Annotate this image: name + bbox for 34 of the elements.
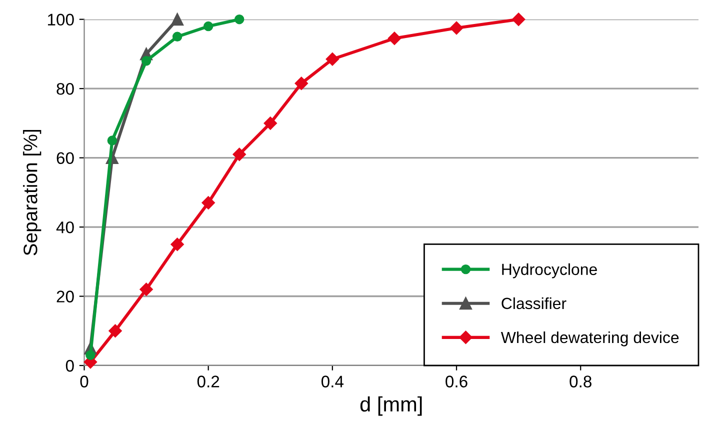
point [108,324,122,338]
point [326,52,340,66]
point [294,76,308,90]
point [232,148,246,161]
point [107,136,118,146]
point [86,350,96,360]
point [234,14,244,24]
point [141,56,152,66]
point [203,21,214,32]
legend-label: Wheel dewatering device [500,331,679,346]
y-tick-label: 100 [48,14,74,26]
x-axis-title: d [mm] [360,396,422,416]
point [264,116,277,130]
point [172,32,182,42]
legend-label: Hydrocyclone [502,263,597,278]
y-tick-label: 0 [66,360,74,372]
y-tick-label: 20 [56,290,74,302]
point [512,12,526,26]
legend-label: Classifier [502,297,566,310]
point [170,238,184,251]
x-tick-label: 0.8 [570,376,592,388]
point [202,196,215,210]
y-tick-label: 80 [56,82,74,95]
x-tick-label: 0.4 [321,376,344,388]
point [450,21,464,35]
y-axis-title: Separation [%] [23,130,42,256]
point [171,13,184,26]
y-tick-label: 60 [56,152,74,164]
x-tick-label: 0 [80,376,88,388]
y-tick-label: 40 [56,221,74,234]
point [140,282,153,296]
point [388,32,402,45]
x-tick-label: 0.2 [197,376,220,388]
x-tick-label: 0.6 [446,376,468,388]
